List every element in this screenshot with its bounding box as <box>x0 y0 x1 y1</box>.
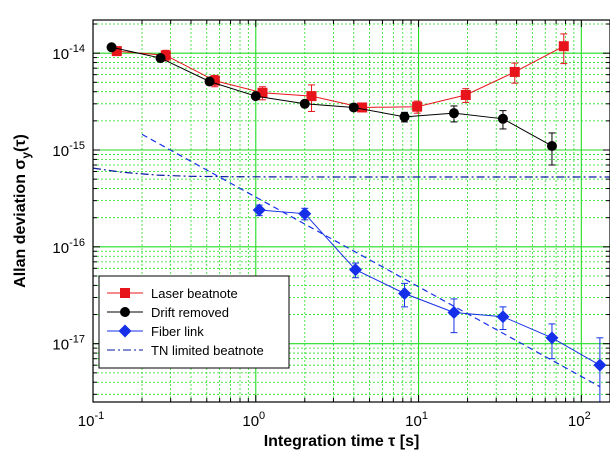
series-line <box>93 167 610 178</box>
legend-label: Drift removed <box>151 305 229 320</box>
data-point <box>412 101 423 112</box>
x-tick-label: 102 <box>568 410 591 430</box>
series-layer <box>93 33 610 402</box>
y-tick-label: 10-14 <box>52 43 85 63</box>
data-point <box>509 66 520 77</box>
data-point <box>252 203 266 217</box>
series-fit-line-3 <box>141 133 601 388</box>
series-tn-limited-beatnote <box>93 167 610 178</box>
data-point <box>209 75 220 86</box>
series-fiber-link <box>252 203 607 402</box>
data-point <box>448 108 459 119</box>
data-point <box>160 50 171 61</box>
series-line <box>141 133 601 388</box>
data-point <box>306 91 317 102</box>
legend-marker <box>120 307 130 317</box>
data-point <box>349 263 363 277</box>
data-point <box>545 331 559 345</box>
data-point <box>447 305 461 319</box>
y-axis-title: Allan deviation σy(τ) <box>12 134 33 288</box>
series-laser-beatnote <box>111 33 569 114</box>
data-point <box>546 140 557 151</box>
data-point <box>250 91 261 102</box>
data-point <box>460 89 471 100</box>
data-point <box>155 53 166 64</box>
legend-box <box>98 275 290 369</box>
series-line <box>259 209 601 366</box>
data-point <box>106 42 117 53</box>
data-point <box>496 310 510 324</box>
y-tick-label: 10-15 <box>52 140 85 160</box>
legend-label: Fiber link <box>151 324 204 339</box>
legend: Laser beatnote Drift removed Fiber link TN … <box>98 275 290 369</box>
data-point <box>357 102 368 113</box>
series-line <box>116 45 565 108</box>
legend-label: Laser beatnote <box>151 286 238 301</box>
data-point <box>399 111 410 122</box>
data-point <box>398 286 412 300</box>
data-point <box>497 113 508 124</box>
x-tick-label: 101 <box>405 410 428 430</box>
data-point <box>558 41 569 52</box>
data-point <box>593 358 607 372</box>
axes-frame <box>92 19 610 403</box>
x-tick-label: 10-1 <box>78 410 104 430</box>
x-axis-title: Integration time τ [s] <box>264 433 420 450</box>
series-line <box>111 46 553 147</box>
series-drift-removed <box>106 42 557 166</box>
data-point <box>348 102 359 113</box>
data-point <box>298 207 312 221</box>
y-tick-label: 10-16 <box>52 237 85 257</box>
legend-marker <box>120 288 130 298</box>
legend-label: TN limited beatnote <box>151 343 264 358</box>
data-point <box>299 98 310 109</box>
y-tick-label: 10-17 <box>52 334 85 354</box>
legend-marker <box>118 324 132 338</box>
data-point <box>111 46 122 57</box>
data-point <box>204 76 215 87</box>
x-tick-label: 100 <box>242 410 265 430</box>
data-point <box>257 87 268 98</box>
